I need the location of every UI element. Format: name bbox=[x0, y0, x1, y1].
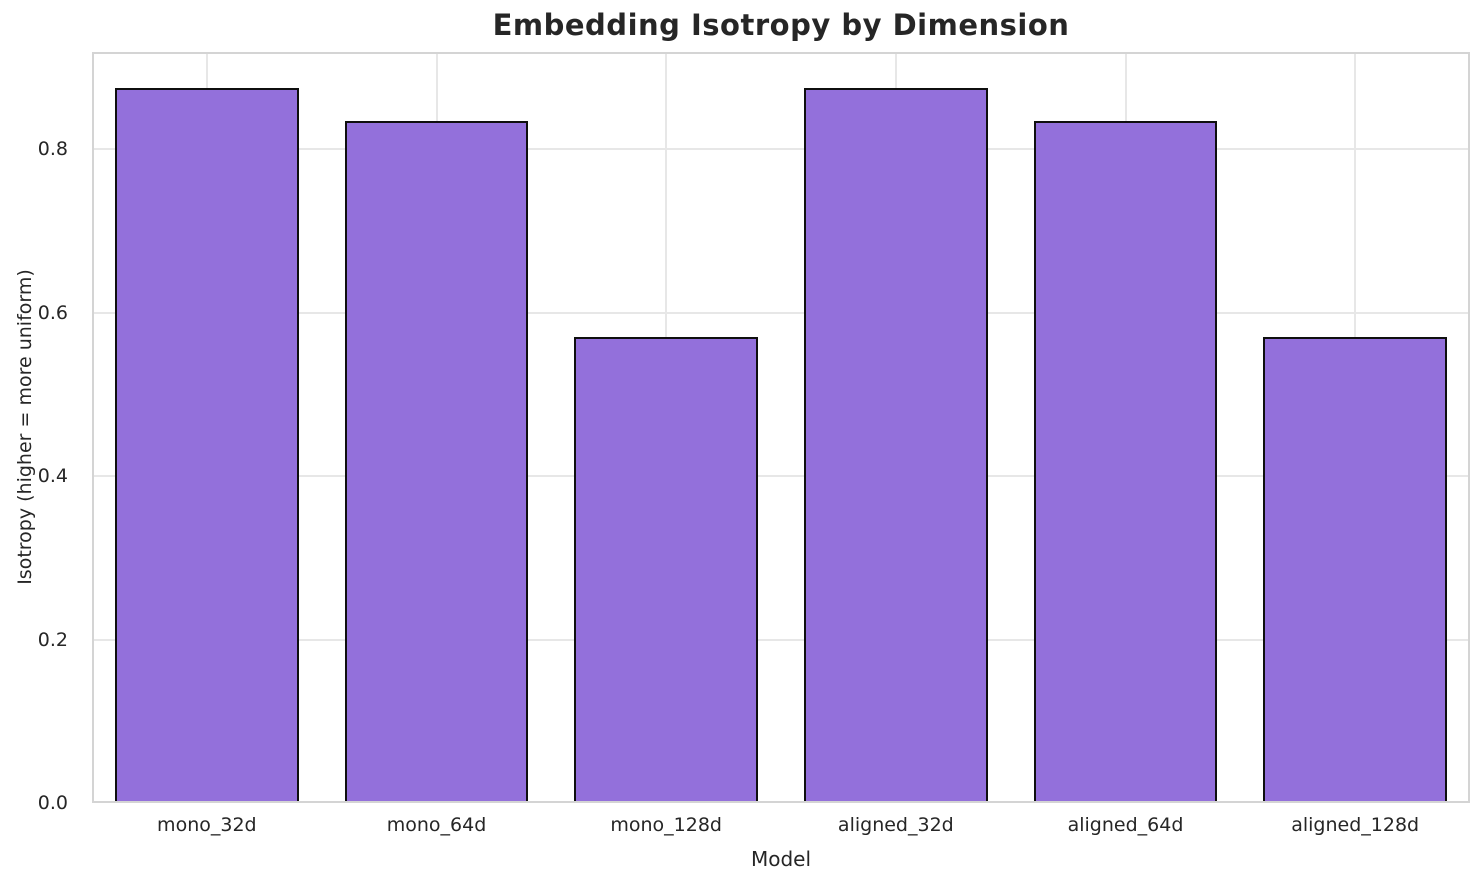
bar-aligned_128d bbox=[1263, 337, 1448, 803]
x-axis-ticks: mono_32d mono_64d mono_128d aligned_32d alig… bbox=[92, 814, 1470, 840]
x-tick-label: mono_32d bbox=[157, 814, 257, 836]
y-tick-label: 0.4 bbox=[37, 465, 68, 488]
bar-mono_32d bbox=[114, 87, 299, 803]
y-axis-ticks: 0.0 0.2 0.4 0.6 0.8 bbox=[0, 52, 80, 814]
bar-aligned_32d bbox=[803, 87, 988, 803]
plot-area bbox=[92, 52, 1470, 803]
h-gridline bbox=[92, 311, 1470, 314]
bar-mono_64d bbox=[344, 120, 529, 803]
h-gridline bbox=[92, 475, 1470, 478]
bar-aligned_64d bbox=[1033, 120, 1218, 803]
y-tick-label: 0.6 bbox=[37, 301, 68, 324]
x-tick-label: aligned_64d bbox=[1067, 814, 1184, 836]
x-tick-label: mono_64d bbox=[386, 814, 487, 836]
bar-mono_128d bbox=[574, 337, 759, 803]
h-gridline bbox=[92, 638, 1470, 641]
x-tick-label: aligned_32d bbox=[837, 814, 954, 836]
y-tick-label: 0.0 bbox=[37, 792, 68, 814]
x-tick-label: mono_128d bbox=[610, 814, 722, 836]
y-tick-label: 0.2 bbox=[37, 628, 68, 651]
h-gridline bbox=[92, 148, 1470, 151]
y-tick-label: 0.8 bbox=[37, 138, 68, 161]
x-axis-label: Model bbox=[750, 847, 812, 871]
chart-title: Embedding Isotropy by Dimension bbox=[492, 8, 1070, 42]
x-tick-label: aligned_128d bbox=[1291, 814, 1420, 836]
